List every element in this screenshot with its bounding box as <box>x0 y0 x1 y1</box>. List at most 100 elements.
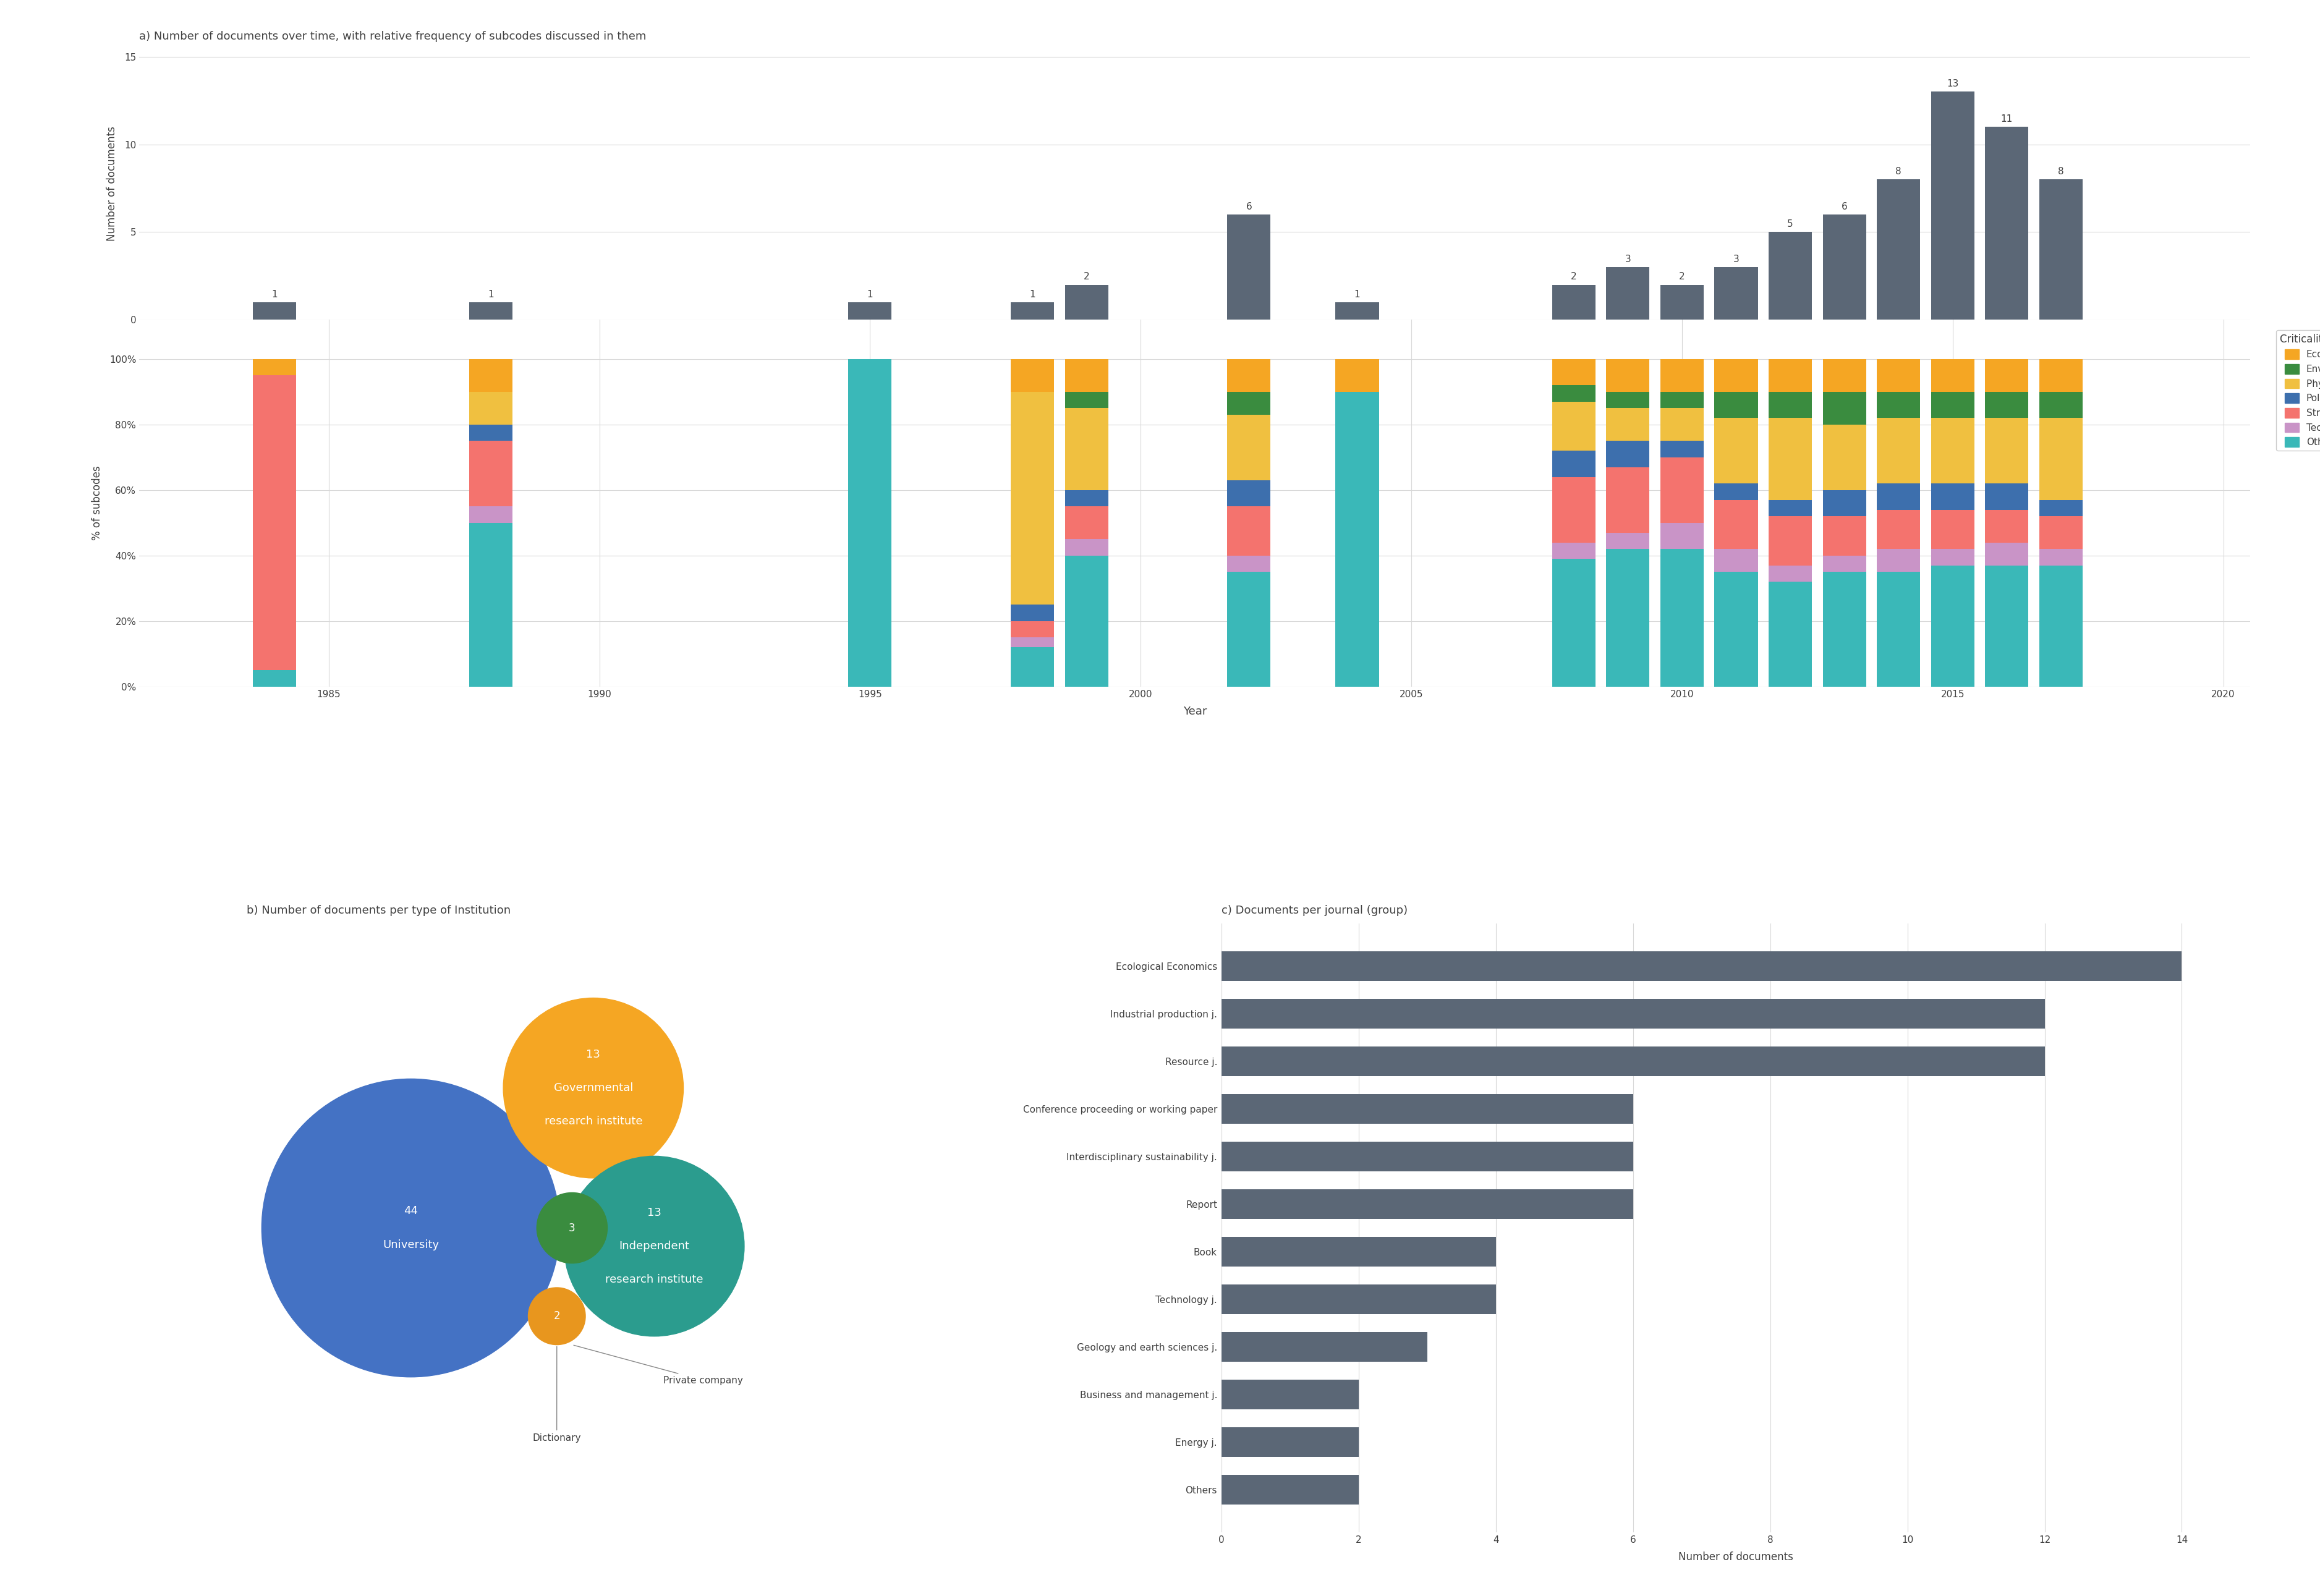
Bar <box>1223 1047 2044 1076</box>
Bar <box>1768 231 1812 319</box>
Bar <box>1986 393 2028 418</box>
Bar <box>1768 565 1812 583</box>
Bar <box>1223 1475 1360 1505</box>
Bar <box>1824 359 1865 393</box>
Bar <box>1227 393 1271 415</box>
Bar <box>1012 605 1053 621</box>
Bar <box>1714 549 1759 571</box>
Text: 1: 1 <box>1355 290 1360 298</box>
Text: University: University <box>383 1238 438 1250</box>
Bar <box>1824 490 1865 517</box>
Bar <box>1605 549 1650 686</box>
Text: 2: 2 <box>1680 273 1684 281</box>
Bar <box>1714 393 1759 418</box>
Bar <box>1223 999 2044 1028</box>
Bar <box>1714 359 1759 393</box>
Bar <box>1930 393 1974 418</box>
Y-axis label: Number of documents: Number of documents <box>107 126 118 241</box>
Bar <box>2039 179 2083 319</box>
Bar <box>2039 517 2083 549</box>
Bar <box>1661 549 1703 686</box>
Bar <box>1877 549 1921 571</box>
Text: 8: 8 <box>2058 168 2065 176</box>
Bar <box>2039 549 2083 565</box>
Bar <box>1824 393 1865 425</box>
Bar <box>1605 359 1650 393</box>
Bar <box>1877 484 1921 509</box>
Text: 1: 1 <box>487 290 494 298</box>
Bar <box>1227 571 1271 686</box>
Bar <box>1930 91 1974 319</box>
Bar <box>1223 1189 1633 1219</box>
Bar <box>1012 637 1053 648</box>
Bar <box>1714 500 1759 549</box>
Bar <box>1930 359 1974 393</box>
Text: Governmental: Governmental <box>554 1082 633 1093</box>
Bar <box>1552 477 1596 543</box>
Text: 1: 1 <box>1030 290 1035 298</box>
Bar <box>1877 179 1921 319</box>
Bar <box>1661 523 1703 549</box>
Text: 11: 11 <box>2000 115 2014 123</box>
Bar <box>1065 359 1109 393</box>
Bar <box>253 359 297 375</box>
Bar <box>1065 490 1109 506</box>
Text: 5: 5 <box>1786 220 1793 228</box>
Bar <box>1552 559 1596 686</box>
Bar <box>1768 500 1812 517</box>
Bar <box>253 302 297 319</box>
Text: 2: 2 <box>1571 273 1578 281</box>
Bar <box>1227 506 1271 555</box>
X-axis label: Number of documents: Number of documents <box>1680 1551 1793 1562</box>
Bar <box>1877 509 1921 549</box>
Bar <box>1552 450 1596 477</box>
Circle shape <box>536 1192 608 1262</box>
Bar <box>1012 648 1053 686</box>
Bar <box>1930 549 1974 565</box>
Bar <box>1824 425 1865 490</box>
Bar <box>1930 509 1974 549</box>
Bar <box>1605 468 1650 533</box>
Bar <box>1012 621 1053 637</box>
Bar <box>1065 409 1109 490</box>
Bar <box>1336 359 1378 393</box>
Bar <box>1223 951 2181 982</box>
Bar <box>1986 359 2028 393</box>
Bar <box>1986 126 2028 319</box>
Text: 13: 13 <box>647 1207 661 1218</box>
Bar <box>1768 359 1812 393</box>
Bar <box>1877 359 1921 393</box>
Bar <box>1930 484 1974 509</box>
Bar <box>2039 565 2083 686</box>
Bar <box>1227 214 1271 319</box>
Bar <box>2039 500 2083 517</box>
Bar <box>1714 418 1759 484</box>
Circle shape <box>262 1079 559 1377</box>
Bar <box>1223 1427 1360 1457</box>
Bar <box>253 670 297 686</box>
Text: b) Number of documents per type of Institution: b) Number of documents per type of Insti… <box>246 905 510 916</box>
Bar <box>1605 393 1650 409</box>
Bar <box>1012 393 1053 605</box>
Bar <box>1986 418 2028 484</box>
Bar <box>1661 359 1703 393</box>
Bar <box>1986 543 2028 565</box>
Bar <box>1877 418 1921 484</box>
Bar <box>1714 267 1759 319</box>
Bar <box>1986 509 2028 543</box>
Bar <box>469 302 513 319</box>
Bar <box>1661 393 1703 409</box>
Text: 3: 3 <box>568 1223 575 1234</box>
Bar <box>1223 1285 1496 1314</box>
Circle shape <box>564 1156 745 1336</box>
Bar <box>1065 284 1109 319</box>
Bar <box>1223 1333 1427 1361</box>
Bar <box>1661 409 1703 440</box>
Text: 3: 3 <box>1624 255 1631 263</box>
Bar <box>1930 565 1974 686</box>
Bar <box>1824 571 1865 686</box>
Bar <box>1824 555 1865 571</box>
Text: 13: 13 <box>587 1049 601 1060</box>
Text: research institute: research institute <box>606 1274 703 1285</box>
Y-axis label: % of subcodes: % of subcodes <box>90 466 102 541</box>
